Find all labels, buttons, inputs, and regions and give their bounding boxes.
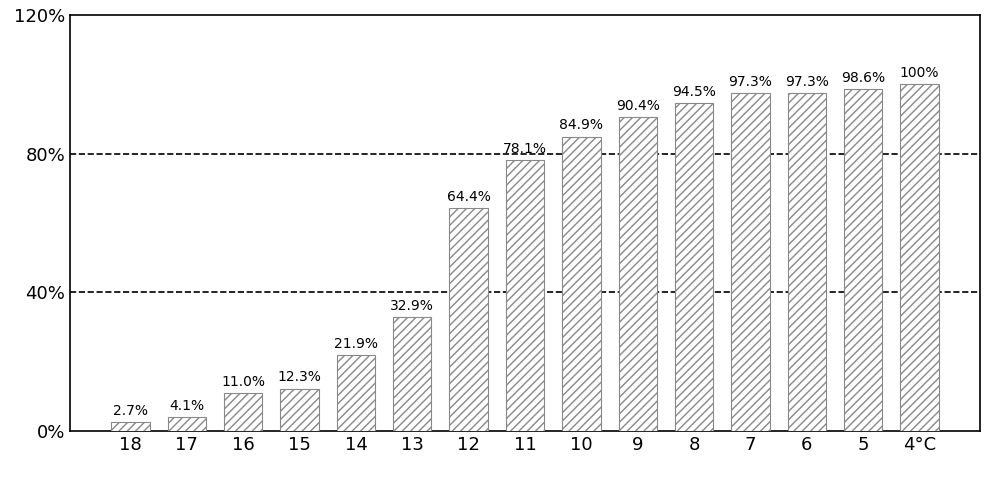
Text: 100%: 100% (900, 66, 939, 80)
Text: 12.3%: 12.3% (278, 370, 322, 384)
Text: 94.5%: 94.5% (672, 85, 716, 99)
Bar (449, 208, 488, 431)
Text: 84.9%: 84.9% (559, 119, 603, 132)
Text: 97.3%: 97.3% (728, 75, 772, 89)
Text: 78.1%: 78.1% (503, 142, 547, 156)
Text: 64.4%: 64.4% (447, 190, 491, 203)
Bar (562, 137, 601, 431)
Bar (844, 89, 882, 431)
Text: 21.9%: 21.9% (334, 337, 378, 351)
Bar (619, 118, 657, 431)
Bar (731, 94, 770, 431)
Bar (788, 94, 826, 431)
Text: 11.0%: 11.0% (221, 375, 265, 389)
Text: 90.4%: 90.4% (616, 99, 660, 113)
Bar (393, 317, 431, 431)
Bar (168, 417, 206, 431)
Bar (506, 160, 544, 431)
Text: 97.3%: 97.3% (785, 75, 829, 89)
Text: 98.6%: 98.6% (841, 71, 885, 85)
Bar (337, 355, 375, 431)
Bar (111, 422, 150, 431)
Text: 32.9%: 32.9% (390, 299, 434, 313)
Bar (280, 389, 319, 431)
Bar (224, 393, 262, 431)
Bar (900, 84, 939, 431)
Bar (675, 103, 713, 431)
Text: 4.1%: 4.1% (169, 399, 204, 413)
Text: 2.7%: 2.7% (113, 404, 148, 417)
